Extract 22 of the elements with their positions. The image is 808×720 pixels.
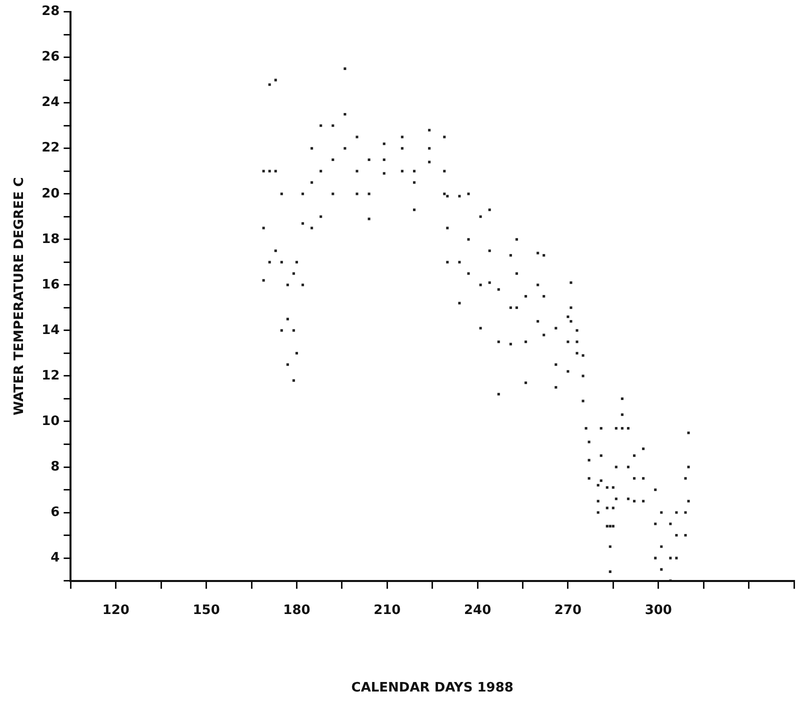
y-tick-label: 26	[42, 50, 60, 65]
x-tick-label: 240	[464, 602, 492, 618]
y-tick-label: 6	[50, 504, 60, 520]
y-tick-label: 24	[42, 95, 60, 110]
y-tick-label: 10	[42, 414, 60, 429]
x-tick-label: 300	[644, 602, 672, 618]
y-tick-label: 14	[42, 322, 60, 338]
y-tick-label: 12	[42, 368, 60, 384]
y-tick-label: 4	[50, 550, 60, 566]
y-tick-label: 8	[50, 459, 60, 474]
y-tick-label: 28	[42, 4, 60, 20]
y-tick-label: 22	[42, 140, 60, 156]
x-axis-title: CALENDAR DAYS 1988	[351, 680, 514, 696]
x-tick-label: 270	[554, 602, 582, 618]
y-tick-label: 18	[42, 232, 60, 247]
y-tick-label: 20	[42, 186, 60, 202]
y-tick-label: 16	[42, 277, 60, 292]
x-tick-label: 150	[192, 602, 220, 618]
x-tick-label: 180	[283, 602, 310, 618]
x-tick-label: 210	[374, 602, 401, 618]
y-axis-title: WATER TEMPERATURE DEGREE C	[12, 177, 28, 416]
x-tick-label: 120	[102, 602, 130, 618]
